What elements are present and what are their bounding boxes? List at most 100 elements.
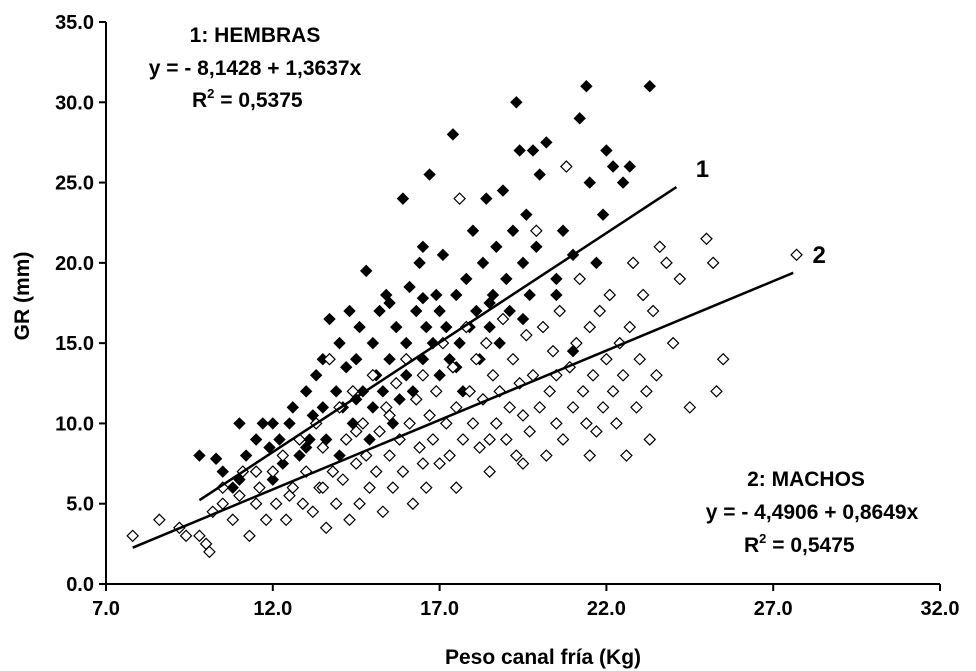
hembras-point [556,224,570,237]
hembras-point [349,352,363,366]
machos-point [403,417,416,430]
machos-point [653,240,667,254]
hembras-point [226,481,239,494]
machos-point [593,304,607,318]
hembras-point [433,304,446,318]
hembras-point [616,176,630,189]
machos-point [509,449,523,462]
machos-point [716,352,730,366]
hembras-point [516,256,530,270]
hembras-point [249,433,263,446]
machos-point [249,497,263,511]
hembras-point [416,240,430,254]
y-axis-title: GR (mm) [11,252,34,341]
hembras-point [239,449,253,462]
machos-point [453,192,466,205]
hembras-point [256,417,269,430]
machos-point [126,529,140,543]
y-tick-label: 0.0 [66,574,94,596]
hembras-point [360,264,373,278]
machos-point [586,368,600,382]
machos-point [583,449,597,462]
hembras-point [343,304,356,318]
machos-point [349,457,363,470]
machos-point [710,384,723,398]
machos-point [630,401,643,414]
machos-point [543,384,557,398]
machos-r2-value: = 0,5475 [766,534,854,557]
machos-point [296,497,310,511]
x-tick-label: 17.0 [420,598,459,620]
hembras-point [500,272,513,286]
hembras-point [520,208,533,221]
y-tick-label: 30.0 [55,92,94,114]
machos-point [373,425,386,438]
machos-point [203,545,216,559]
machos-point [483,465,496,478]
hembras-point [273,433,286,446]
machos-point [469,352,483,366]
hembras-point [600,144,613,157]
machos-point [433,457,446,470]
hembras-equation: y = - 8,1428 + 1,3637x [149,57,362,80]
x-tick-label: 32.0 [921,598,960,620]
machos-point [306,505,320,519]
machos-point [479,336,493,350]
machos-point [449,481,463,495]
hembras-point [376,385,390,398]
hembras-point [400,369,413,382]
machos-point [339,433,353,446]
y-tick-label: 20.0 [55,253,94,275]
trendline-label-2: 2 [813,242,826,269]
machos-point [683,401,697,414]
hembras-point [366,336,380,350]
machos-point [673,272,687,286]
hembras-point [596,208,610,221]
machos-title: 2: MACHOS [747,468,865,491]
hembras-point [293,449,306,462]
hembras-r2-sup: 2 [207,86,214,101]
machos-point [279,513,293,527]
trendlines: 12 [132,156,826,549]
hembras-r2-value: = 0,5375 [214,89,302,112]
machos-point [356,417,370,430]
machos-point [363,481,376,495]
machos-point [640,384,653,398]
annotation-machos: 2: MACHOS y = - 4,4906 + 0,8649x R2 = 0,… [706,468,919,557]
hembras-point [363,433,376,446]
hembras-point [299,441,313,454]
machos-point [383,449,396,462]
hembras-point [410,304,423,318]
machos-point [366,368,380,382]
hembras-point [283,417,296,430]
machos-point [193,529,206,543]
machos-point [456,433,470,446]
machos-point [590,425,603,438]
machos-point [536,320,550,334]
hembras-point [523,288,536,302]
hembras-point [513,144,526,157]
trendline-label-1: 1 [696,156,709,183]
machos-point [406,497,420,511]
machos-point [419,481,433,495]
y-tick-label: 5.0 [66,494,94,516]
hembras-r2: R2 = 0,5375 [192,86,303,112]
machos-point [529,224,543,238]
hembras-point [480,192,493,205]
machos-point [620,449,633,462]
hembras-point [483,320,496,334]
machos-point [516,457,530,470]
hembras-point [193,449,206,462]
machos-r2: R2 = 0,5475 [744,531,855,557]
hembras-point [496,184,510,197]
machos-point [423,409,436,422]
machos-point [276,449,290,462]
machos-point [650,368,663,382]
machos-point [316,441,330,454]
machos-point [283,489,296,503]
machos-point [319,521,333,535]
machos-point [540,449,553,462]
hembras-point [573,112,586,125]
hembras-point [299,385,313,398]
hembras-point [433,369,446,382]
